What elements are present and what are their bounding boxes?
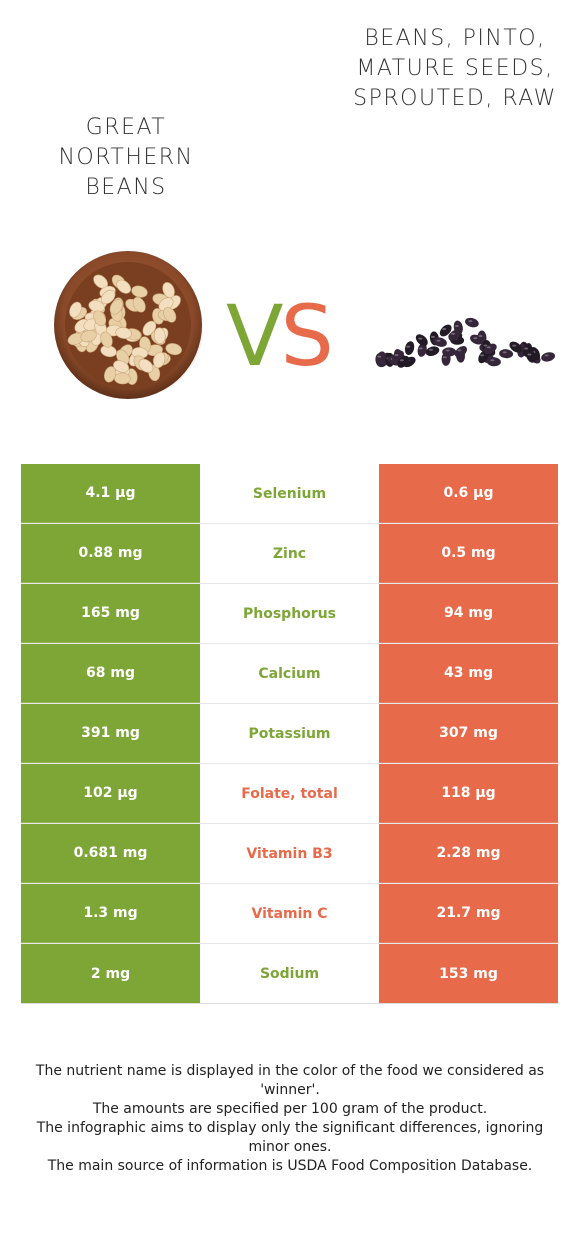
nutrient-name: Calcium bbox=[200, 644, 379, 703]
vs-label: VS bbox=[226, 288, 356, 384]
right-food-title: BEANS, PINTO, MATURE SEEDS, SPROUTED, RA… bbox=[353, 26, 557, 111]
table-row: 391 mg Potassium 307 mg bbox=[21, 704, 558, 764]
vs-s-letter: S bbox=[280, 287, 333, 385]
right-value: 0.5 mg bbox=[379, 524, 558, 583]
left-value: 102 µg bbox=[21, 764, 200, 823]
right-value: 153 mg bbox=[379, 944, 558, 1004]
nutrient-name: Zinc bbox=[200, 524, 379, 583]
footnote-line: The amounts are specified per 100 gram o… bbox=[92, 1101, 488, 1117]
vs-v-letter: V bbox=[226, 287, 283, 385]
nutrient-name: Sodium bbox=[200, 944, 379, 1004]
great-northern-beans-bowl-image bbox=[54, 251, 203, 399]
left-value: 0.681 mg bbox=[21, 824, 200, 883]
left-value: 391 mg bbox=[21, 704, 200, 763]
nutrient-name: Vitamin B3 bbox=[200, 824, 379, 883]
table-row: 0.681 mg Vitamin B3 2.28 mg bbox=[21, 824, 558, 884]
table-row: 1.3 mg Vitamin C 21.7 mg bbox=[21, 884, 558, 944]
table-row: 2 mg Sodium 153 mg bbox=[21, 944, 558, 1004]
nutrient-name: Phosphorus bbox=[200, 584, 379, 643]
nutrient-name: Folate, total bbox=[200, 764, 379, 823]
right-value: 43 mg bbox=[379, 644, 558, 703]
left-value: 68 mg bbox=[21, 644, 200, 703]
table-divider bbox=[21, 1003, 558, 1004]
nutrient-comparison-table: 4.1 µg Selenium 0.6 µg 0.88 mg Zinc 0.5 mg 165… bbox=[21, 464, 558, 1004]
footnote-line: The infographic aims to display only the… bbox=[36, 1120, 544, 1155]
footnote-line: The nutrient name is displayed in the co… bbox=[35, 1063, 545, 1098]
right-value: 94 mg bbox=[379, 584, 558, 643]
footnote-line: The main source of information is USDA F… bbox=[47, 1158, 533, 1174]
right-value: 0.6 µg bbox=[379, 464, 558, 523]
right-value: 307 mg bbox=[379, 704, 558, 763]
table-row: 102 µg Folate, total 118 µg bbox=[21, 764, 558, 824]
right-value: 2.28 mg bbox=[379, 824, 558, 883]
right-value: 118 µg bbox=[379, 764, 558, 823]
left-value: 4.1 µg bbox=[21, 464, 200, 523]
left-value: 1.3 mg bbox=[21, 884, 200, 943]
nutrient-name: Selenium bbox=[200, 464, 379, 523]
table-row: 0.88 mg Zinc 0.5 mg bbox=[21, 524, 558, 584]
pinto-beans-pile-image bbox=[375, 317, 555, 368]
table-row: 68 mg Calcium 43 mg bbox=[21, 644, 558, 704]
table-row: 4.1 µg Selenium 0.6 µg bbox=[21, 464, 558, 524]
footnotes: The nutrient name is displayed in the co… bbox=[20, 1062, 560, 1176]
left-value: 0.88 mg bbox=[21, 524, 200, 583]
nutrient-name: Potassium bbox=[200, 704, 379, 763]
left-value: 2 mg bbox=[21, 944, 200, 1004]
nutrient-name: Vitamin C bbox=[200, 884, 379, 943]
left-value: 165 mg bbox=[21, 584, 200, 643]
table-row: 165 mg Phosphorus 94 mg bbox=[21, 584, 558, 644]
right-value: 21.7 mg bbox=[379, 884, 558, 943]
left-food-title: GREAT NORTHERN BEANS bbox=[58, 115, 194, 200]
